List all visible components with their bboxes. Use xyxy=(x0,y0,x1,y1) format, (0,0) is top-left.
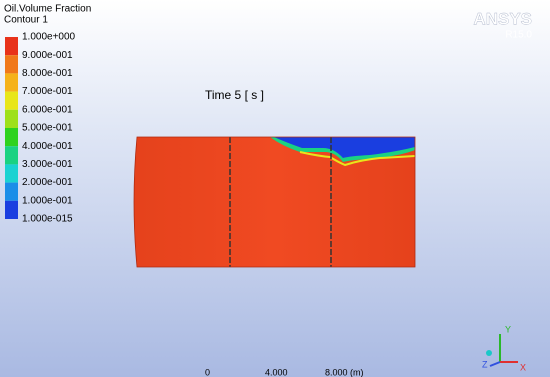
scale-label: 8.000 (m) xyxy=(325,367,364,377)
color-band xyxy=(5,146,18,165)
legend-label: 3.000e-001 xyxy=(22,159,73,170)
x-axis-label: X xyxy=(520,362,526,372)
color-band xyxy=(5,91,18,110)
color-band xyxy=(5,182,18,201)
triad-origin xyxy=(486,350,492,356)
oil-region xyxy=(134,137,415,267)
brand-version: R15.0 xyxy=(505,30,532,41)
legend-labels: 1.000e+000 9.000e-001 8.000e-001 7.000e-001… xyxy=(22,32,76,225)
contour-name: Contour 1 xyxy=(4,15,48,26)
color-band xyxy=(5,164,18,183)
color-band xyxy=(5,55,18,74)
z-axis-label: Z xyxy=(482,359,488,369)
legend-label: 9.000e-001 xyxy=(22,50,73,61)
legend-label: 8.000e-001 xyxy=(22,68,73,79)
z-axis-arrow xyxy=(489,361,501,367)
brand-name: ANSYS xyxy=(473,9,532,28)
tank xyxy=(133,136,416,268)
variable-name: Oil.Volume Fraction xyxy=(4,4,91,15)
legend-label: 1.000e-001 xyxy=(22,195,73,206)
legend-label: 1.000e+000 xyxy=(22,32,76,43)
color-band xyxy=(5,73,18,92)
color-band xyxy=(5,128,18,147)
color-bar xyxy=(5,37,18,219)
tank-outline xyxy=(133,136,416,268)
color-band xyxy=(5,109,18,128)
scale-label: 0 xyxy=(205,367,210,377)
legend-label: 5.000e-001 xyxy=(22,123,73,134)
color-band xyxy=(5,37,18,56)
legend-label: 4.000e-001 xyxy=(22,141,73,152)
legend-label: 2.000e-001 xyxy=(22,177,73,188)
interface-line xyxy=(299,151,416,167)
scale-label: 4.000 xyxy=(265,367,288,377)
scale-labels: 0 4.000 8.000 (m) xyxy=(205,367,364,377)
water-region xyxy=(274,137,415,158)
legend-label: 6.000e-001 xyxy=(22,104,73,115)
legend-label: 7.000e-001 xyxy=(22,86,73,97)
axis-triad: Y Z X xyxy=(482,324,526,372)
legend-label: 1.000e-015 xyxy=(22,214,73,225)
y-axis-label: Y xyxy=(505,324,511,334)
color-band xyxy=(5,200,18,219)
time-label: Time 5 [ s ] xyxy=(205,88,264,102)
